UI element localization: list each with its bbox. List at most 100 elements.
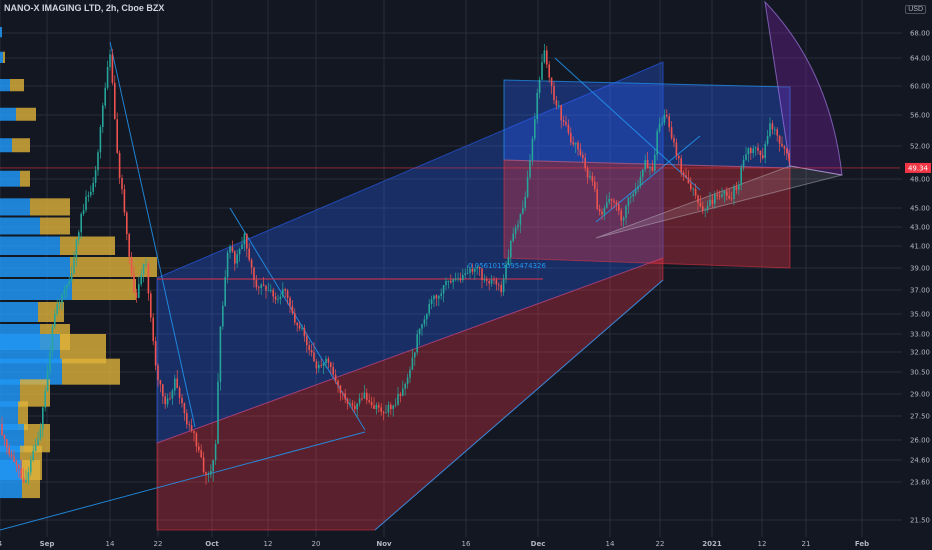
- candle-body: [738, 184, 740, 190]
- x-tick-label: 12: [758, 540, 767, 548]
- candle-body: [586, 168, 589, 178]
- candle-body: [498, 284, 500, 286]
- candle-body: [435, 295, 438, 299]
- candle-body: [615, 202, 618, 205]
- time-axis[interactable]: [0, 537, 932, 550]
- price-axis[interactable]: [902, 0, 932, 537]
- x-tick-label: 16: [462, 540, 471, 548]
- candle-body: [548, 64, 550, 78]
- range-box-blue: [503, 79, 791, 169]
- candle-body: [745, 154, 747, 160]
- volume-bar-up: [0, 27, 2, 38]
- candle-body: [606, 202, 608, 208]
- range-box-red: [503, 159, 791, 269]
- y-tick-label: 37.00: [910, 287, 930, 295]
- candle-body: [632, 193, 634, 197]
- y-tick-label: 23.60: [910, 479, 930, 487]
- volume-bar-down: [22, 460, 40, 499]
- candle-body: [550, 77, 553, 86]
- volume-bar-down: [16, 107, 36, 121]
- candle-body: [42, 407, 44, 429]
- candle-body: [118, 152, 121, 179]
- candle-body: [294, 313, 296, 323]
- y-tick-label: 60.00: [910, 83, 930, 91]
- candle-body: [438, 295, 440, 299]
- candle-body: [354, 405, 356, 410]
- y-tick-label: 48.00: [910, 176, 930, 184]
- candle-body: [560, 105, 562, 121]
- candle-body: [555, 100, 558, 106]
- candle-body: [642, 169, 644, 177]
- candle-body: [226, 252, 229, 278]
- candle-body: [584, 157, 586, 169]
- candle-body: [462, 274, 464, 281]
- candle-body: [291, 306, 294, 314]
- candle-body: [202, 457, 205, 472]
- candle-body: [474, 268, 476, 272]
- candle-body: [450, 280, 452, 283]
- candle-body: [195, 433, 198, 447]
- candle-body: [289, 297, 291, 307]
- candle-body: [229, 246, 231, 253]
- fan-zone-light: [595, 165, 843, 239]
- candle-body: [546, 50, 548, 65]
- candle-body: [358, 398, 361, 404]
- candle-body: [577, 142, 579, 150]
- candle-body: [30, 459, 32, 473]
- x-tick-label: 14: [606, 540, 615, 548]
- candle-body: [320, 364, 322, 366]
- candle-body: [99, 127, 102, 153]
- volume-bar-up: [0, 379, 20, 407]
- candle-body: [788, 153, 790, 162]
- candle-body: [478, 267, 481, 269]
- candle-body: [145, 263, 147, 265]
- candle-body: [709, 199, 711, 206]
- volume-bar-up: [0, 279, 72, 300]
- candle-body: [543, 50, 546, 63]
- candle-body: [526, 177, 529, 197]
- candle-body: [404, 383, 406, 389]
- candle-body: [128, 234, 130, 257]
- candle-body: [397, 393, 399, 405]
- candle-body: [106, 66, 109, 88]
- candle-body: [154, 341, 157, 366]
- x-tick-label: 4: [0, 540, 3, 548]
- candle-body: [68, 281, 70, 285]
- candle-body: [111, 54, 114, 83]
- candle-body: [90, 191, 92, 196]
- candle-body: [757, 147, 759, 151]
- candle-body: [541, 62, 543, 80]
- candle-body: [390, 404, 392, 410]
- candle-body: [656, 131, 658, 155]
- y-tick-label: 21.50: [910, 517, 930, 525]
- y-tick-label: 35.00: [910, 311, 930, 319]
- candle-body: [339, 385, 342, 393]
- candle-body: [754, 147, 757, 149]
- candle-body: [54, 313, 56, 327]
- currency-badge[interactable]: USD: [905, 5, 926, 14]
- candle-body: [658, 123, 661, 132]
- candle-body: [598, 208, 601, 212]
- x-tick-label: 20: [312, 540, 321, 548]
- candle-body: [721, 194, 723, 197]
- candle-body: [673, 138, 675, 143]
- candle-body: [126, 212, 128, 235]
- candle-body: [466, 272, 469, 274]
- candle-body: [27, 472, 30, 480]
- candle-body: [579, 149, 582, 156]
- volume-bar-up: [0, 107, 16, 121]
- candle-body: [476, 267, 478, 269]
- y-tick-label: 45.00: [910, 205, 930, 213]
- candle-body: [13, 456, 15, 462]
- candle-body: [274, 296, 277, 300]
- candle-body: [262, 284, 265, 286]
- candle-body: [699, 202, 702, 207]
- candle-body: [361, 398, 363, 400]
- candle-body: [286, 290, 289, 298]
- candle-body: [298, 325, 301, 329]
- volume-bar-up: [0, 217, 40, 235]
- candle-body: [34, 445, 37, 451]
- candle-body: [690, 183, 692, 189]
- candle-body: [241, 244, 243, 250]
